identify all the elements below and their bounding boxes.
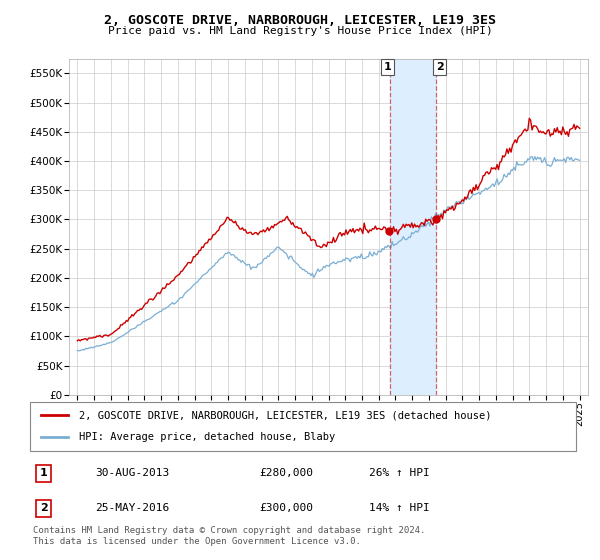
Text: 2: 2	[40, 503, 47, 513]
Text: 1: 1	[383, 62, 391, 72]
Text: 26% ↑ HPI: 26% ↑ HPI	[368, 468, 429, 478]
Text: £280,000: £280,000	[259, 468, 313, 478]
Text: Contains HM Land Registry data © Crown copyright and database right 2024.
This d: Contains HM Land Registry data © Crown c…	[33, 526, 425, 546]
Text: HPI: Average price, detached house, Blaby: HPI: Average price, detached house, Blab…	[79, 432, 335, 442]
Bar	[390, 59, 436, 395]
Text: 30-AUG-2013: 30-AUG-2013	[95, 468, 170, 478]
Text: 14% ↑ HPI: 14% ↑ HPI	[368, 503, 429, 513]
Text: 1: 1	[40, 468, 47, 478]
Text: Price paid vs. HM Land Registry's House Price Index (HPI): Price paid vs. HM Land Registry's House …	[107, 26, 493, 36]
Text: 2: 2	[436, 62, 443, 72]
Text: £300,000: £300,000	[259, 503, 313, 513]
Text: 25-MAY-2016: 25-MAY-2016	[95, 503, 170, 513]
Text: 2, GOSCOTE DRIVE, NARBOROUGH, LEICESTER, LE19 3ES: 2, GOSCOTE DRIVE, NARBOROUGH, LEICESTER,…	[104, 14, 496, 27]
Text: 2, GOSCOTE DRIVE, NARBOROUGH, LEICESTER, LE19 3ES (detached house): 2, GOSCOTE DRIVE, NARBOROUGH, LEICESTER,…	[79, 410, 491, 421]
